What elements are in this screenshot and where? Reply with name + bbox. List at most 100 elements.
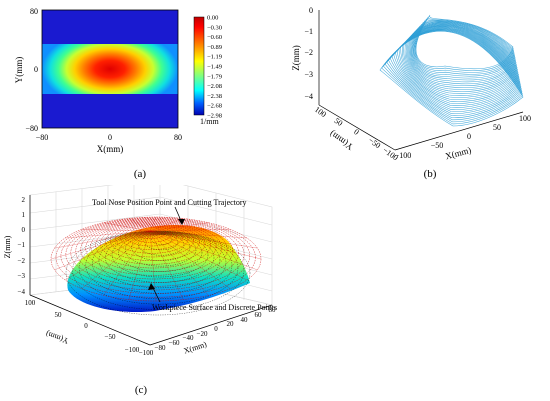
surface-curve xyxy=(413,20,515,77)
colorbar-tick-label: −1.49 xyxy=(207,64,222,71)
colorbar-tick-label: 0.00 xyxy=(207,15,218,22)
surface-contour xyxy=(151,234,173,245)
colorbar-ticks: 0.00 −0.30 −0.60 −0.89 −1.19 −1.49 −1.79 −2.08 −… xyxy=(207,15,222,120)
svg-text:20: 20 xyxy=(227,320,235,328)
surface-contour xyxy=(92,231,227,294)
y-tick-neg50: −50 xyxy=(367,136,382,151)
surface-contour xyxy=(144,234,179,251)
surface-curve xyxy=(379,30,524,127)
trajectory-radial xyxy=(149,230,157,302)
y-axis-label: Y(mm) xyxy=(328,129,355,152)
annotation-top-arrowhead xyxy=(178,219,185,225)
surface-curve xyxy=(381,30,524,125)
trajectory-ring xyxy=(105,222,200,261)
surface-curve xyxy=(396,27,520,106)
trajectory-radial xyxy=(54,230,151,249)
y-tick-50: 50 xyxy=(333,116,345,128)
colorbar xyxy=(193,16,205,116)
surface-curve xyxy=(412,21,516,81)
panel-b-axes xyxy=(318,10,524,151)
y-tick-100: 100 xyxy=(313,105,328,119)
surface-contour xyxy=(65,230,251,316)
trajectory-ring xyxy=(134,226,166,239)
panel-b-wireframe: 0 −1 −2 −3 −4 Z(mm) 100 50 0 −50 −100 Y(… xyxy=(291,6,531,180)
svg-text:−1: −1 xyxy=(18,241,26,249)
trajectory-radial xyxy=(81,230,151,289)
x-tick-neg50: −50 xyxy=(431,141,444,150)
x-tick-0: 0 xyxy=(467,132,471,141)
trajectory-ring xyxy=(139,226,161,236)
svg-text:−50: −50 xyxy=(105,333,116,341)
surface-curve xyxy=(388,29,522,116)
svg-text:0: 0 xyxy=(22,226,26,234)
trajectory-radial xyxy=(149,230,258,249)
surface-curve xyxy=(402,25,519,100)
trajectory-radial xyxy=(65,230,151,239)
z-ticks: 2 1 0 −1 −2 −3 −4 xyxy=(18,196,26,296)
x-tick-neg100: −100 xyxy=(395,151,412,160)
heatmap-frame xyxy=(41,9,179,129)
colorbar-unit: 1/mm xyxy=(200,117,219,126)
surface-contour xyxy=(138,233,185,256)
svg-text:−4: −4 xyxy=(18,288,26,296)
surface-curve xyxy=(415,14,514,70)
annotation-bottom: Workpiece Surface and Discrete Points xyxy=(152,303,277,312)
colorbar-tick-label: −1.19 xyxy=(207,54,222,61)
surface-curve xyxy=(383,30,523,123)
svg-text:50: 50 xyxy=(55,311,63,319)
surface-curve xyxy=(398,26,520,104)
trajectory-ring xyxy=(124,225,178,247)
surface-curve xyxy=(390,28,522,114)
trajectory-radial xyxy=(128,230,151,300)
svg-text:0: 0 xyxy=(84,322,88,330)
trajectory-radial xyxy=(103,222,151,232)
trajectory-radial xyxy=(81,229,151,232)
surface-contour xyxy=(118,233,203,272)
trajectory-ring xyxy=(119,224,183,250)
surface-curve xyxy=(400,26,520,102)
colorbar-tick-label: −0.89 xyxy=(207,44,222,51)
surface-contour xyxy=(98,232,221,289)
trajectory-radial xyxy=(149,230,209,296)
surface-curve xyxy=(415,16,514,71)
trajectory-ring xyxy=(100,222,206,265)
surface-curve xyxy=(386,29,522,119)
caption-c: (c) xyxy=(135,384,148,396)
trajectory-radial xyxy=(103,230,151,296)
trajectory-radial xyxy=(64,230,151,281)
colorbar-tick-label: −2.98 xyxy=(207,113,222,120)
surface-curve xyxy=(405,24,518,94)
svg-text:60: 60 xyxy=(255,311,263,319)
surface-curve xyxy=(410,22,517,85)
x-axis-label: X(mm) xyxy=(97,144,124,154)
colorbar-tick-label: −2.08 xyxy=(207,83,222,90)
trajectory-radial xyxy=(149,229,231,232)
x-axis-line xyxy=(149,304,273,346)
trajectory-ring xyxy=(65,218,245,291)
z-tick-neg4: −4 xyxy=(304,92,313,101)
svg-text:40: 40 xyxy=(241,316,249,324)
x-tick-50: 50 xyxy=(493,123,501,132)
panel-c-surface-trajectory: 2 1 0 −1 −2 −3 −4 Z(mm) 100 50 0 −50 −10… xyxy=(3,185,277,396)
surface-curve xyxy=(393,28,521,110)
y-tick-neg80: −80 xyxy=(25,124,38,133)
surface-curve xyxy=(395,27,521,108)
trajectory-ring xyxy=(129,225,172,243)
svg-text:0: 0 xyxy=(214,325,218,333)
z-axis-label: Z(mm) xyxy=(291,45,301,71)
y-axis-label: Y(mm) xyxy=(44,329,70,346)
y-axis-line xyxy=(29,294,151,346)
colorbar-tick-label: −2.38 xyxy=(207,93,222,100)
y-axis-label: Y(mm) xyxy=(14,57,24,84)
trajectory-radial xyxy=(149,222,209,232)
svg-text:80: 80 xyxy=(269,306,277,314)
trajectory-ring xyxy=(110,223,194,258)
surface-curve xyxy=(409,23,517,87)
svg-text:−20: −20 xyxy=(197,330,208,338)
colorbar-tick-label: −0.30 xyxy=(207,24,222,31)
svg-text:−40: −40 xyxy=(183,334,194,342)
trajectory-radial xyxy=(149,216,157,232)
surface-curve xyxy=(414,20,515,75)
svg-text:1: 1 xyxy=(22,211,26,219)
colorbar-tick-label: −2.68 xyxy=(207,103,222,110)
